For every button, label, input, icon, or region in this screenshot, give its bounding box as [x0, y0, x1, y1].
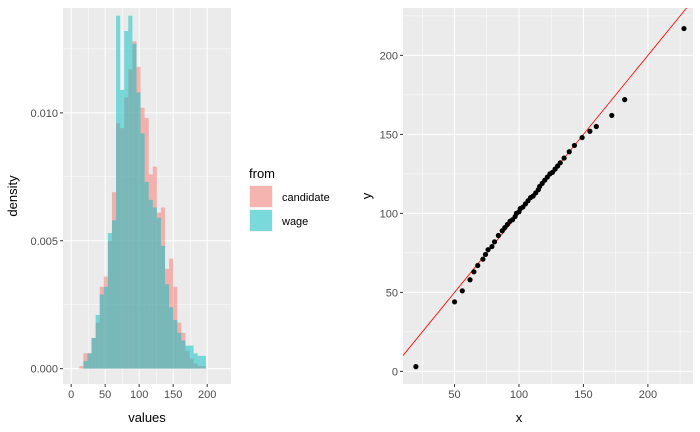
legend-swatch-wage — [250, 210, 272, 231]
histogram-bar-wage — [148, 199, 153, 369]
scatter-point — [471, 269, 477, 275]
histogram-y-tick-label: 0.010 — [30, 108, 58, 120]
histogram-bar-wage — [95, 314, 100, 369]
scatter-point — [491, 239, 498, 245]
histogram-bar-wage — [201, 355, 206, 369]
histogram-x-tick-label: 200 — [198, 389, 216, 401]
histogram-bar-wage — [120, 89, 125, 369]
scatter-point — [485, 247, 491, 253]
scatter-point — [609, 112, 615, 119]
scatter-points — [413, 25, 687, 370]
scatter-point — [413, 364, 419, 370]
legend-label-wage: wage — [281, 216, 308, 228]
scatter-y-tick-label: 0 — [392, 366, 398, 378]
scatter-x-ticks: 50 100 150 200 — [448, 384, 657, 401]
scatter-point — [495, 232, 501, 239]
histogram-y-tick-label: 0.000 — [30, 364, 58, 376]
scatter-point — [459, 288, 465, 294]
histogram-bar-wage — [169, 307, 174, 369]
scatter-gridlines — [403, 8, 693, 384]
histogram-bar-wage — [107, 233, 112, 369]
histogram-bar-wage — [128, 15, 133, 369]
histogram-x-tick-label: 50 — [99, 389, 111, 401]
histogram-bar-wage — [144, 181, 149, 369]
histogram-x-axis-title: values — [128, 410, 166, 425]
histogram-bar-wage — [177, 332, 182, 369]
scatter-point — [475, 262, 481, 269]
histogram-bars — [79, 15, 206, 369]
histogram-x-tick-label: 100 — [130, 389, 148, 401]
histogram-bar-wage — [173, 320, 178, 369]
histogram-bar-wage — [124, 31, 129, 369]
histogram-bar-wage — [181, 340, 186, 369]
scatter-point — [451, 299, 458, 305]
scatter-point — [566, 149, 572, 155]
scatter-point — [557, 160, 563, 166]
legend-title: from — [249, 166, 275, 181]
scatter-x-tick-label: 150 — [574, 389, 592, 401]
histogram-bar-wage — [165, 284, 170, 369]
scatter-point — [571, 142, 578, 149]
histogram-bar-wage — [185, 345, 190, 369]
scatter-point — [587, 128, 593, 134]
scatter-point — [480, 256, 486, 262]
scatter-y-tick-label: 50 — [386, 287, 398, 299]
histogram-x-ticks: 0 50 100 150 200 — [68, 384, 216, 401]
scatter-x-axis-title: x — [516, 410, 523, 425]
histogram-bar-wage — [116, 15, 121, 369]
histogram-bar-wage — [152, 207, 157, 369]
legend: from candidate wage — [249, 166, 330, 232]
scatter-point — [482, 251, 489, 258]
scatter-y-ticks: 0 50 100 150 200 — [380, 50, 403, 378]
scatter-point — [579, 134, 585, 141]
scatter-y-tick-label: 200 — [380, 50, 398, 62]
scatter-x-tick-label: 100 — [510, 389, 528, 401]
histogram-bar-wage — [156, 217, 161, 369]
scatter-y-tick-label: 150 — [380, 129, 398, 141]
scatter-point — [489, 243, 495, 250]
histogram-bar-wage — [99, 294, 104, 369]
histogram-chart: 0 50 100 150 200 0.000 0.005 0.010 values dens… — [5, 8, 231, 425]
scatter-y-tick-label: 100 — [380, 208, 398, 220]
histogram-series-wage — [83, 15, 206, 369]
histogram-bar-wage — [140, 133, 145, 369]
histogram-bar-wage — [197, 355, 202, 369]
histogram-bar-wage — [160, 245, 166, 369]
histogram-bar-wage — [83, 360, 88, 369]
histogram-y-tick-label: 0.005 — [30, 236, 58, 248]
scatter-chart: 50 100 150 200 0 50 100 150 200 x y — [359, 7, 693, 425]
histogram-bar-wage — [91, 337, 96, 369]
legend-swatch-candidate — [250, 186, 272, 207]
histogram-bar-wage — [87, 353, 92, 369]
histogram-bar-wage — [132, 43, 137, 369]
histogram-y-axis-title: density — [5, 175, 20, 217]
histogram-bar-candidate — [79, 366, 84, 369]
histogram-bar-wage — [103, 286, 108, 369]
histogram-bar-wage — [193, 353, 198, 369]
scatter-point — [467, 277, 473, 283]
scatter-y-axis-title: y — [359, 192, 374, 199]
scatter-panel — [403, 8, 693, 384]
histogram-y-ticks: 0.000 0.005 0.010 — [30, 108, 63, 376]
scatter-point — [681, 25, 687, 32]
histogram-bar-wage — [189, 345, 194, 369]
scatter-x-tick-label: 50 — [448, 389, 460, 401]
histogram-bar-wage — [111, 220, 117, 369]
scatter-point — [561, 155, 567, 161]
histogram-x-tick-label: 150 — [164, 389, 182, 401]
histogram-x-tick-label: 0 — [68, 389, 74, 401]
histogram-bar-wage — [136, 92, 141, 369]
scatter-point — [593, 123, 599, 130]
scatter-point — [622, 97, 628, 103]
scatter-x-tick-label: 200 — [639, 389, 657, 401]
legend-label-candidate: candidate — [282, 192, 330, 204]
